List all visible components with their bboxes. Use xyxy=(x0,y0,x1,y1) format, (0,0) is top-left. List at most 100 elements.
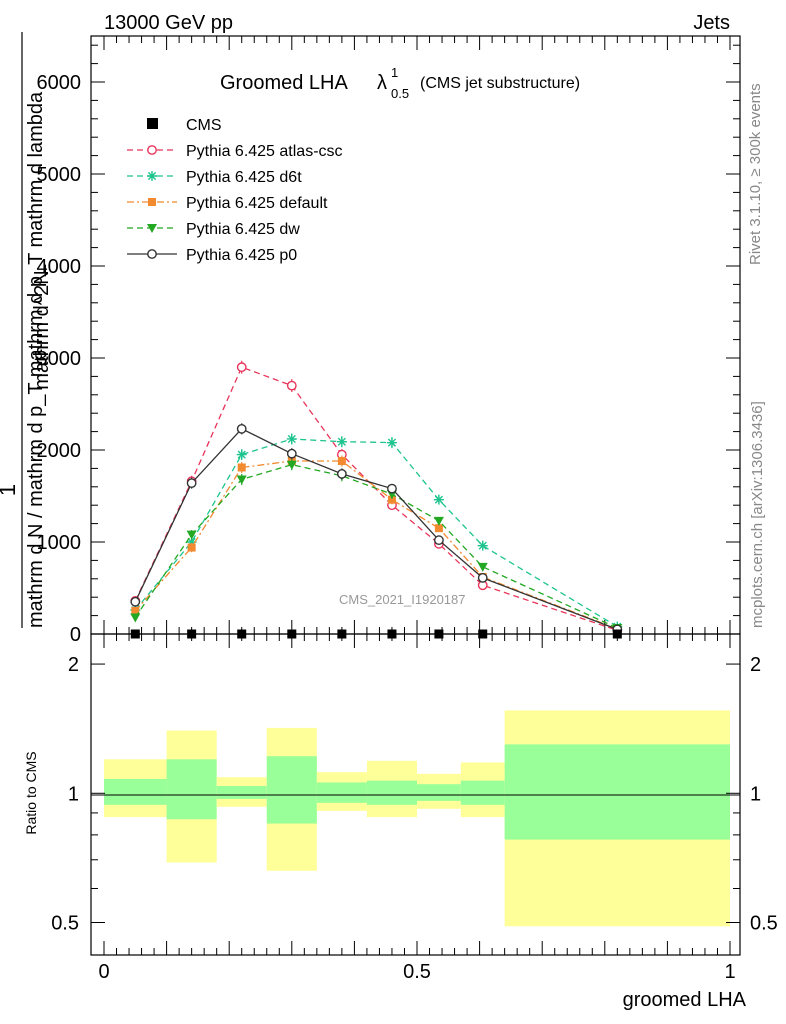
main-y-tick-label: 5000 xyxy=(37,164,82,186)
series-line xyxy=(134,366,618,631)
ratio-bands xyxy=(104,710,730,927)
mcplots-label: mcplots.cern.ch [arXiv:1306.3436] xyxy=(749,401,766,628)
cms-data-point xyxy=(287,629,297,639)
series-point xyxy=(236,449,247,460)
ratio-band-green xyxy=(366,780,417,805)
cms-data-point xyxy=(387,629,397,639)
legend-label: Pythia 6.425 p0 xyxy=(186,247,297,264)
ratio-y-tick-label-left: 0.5 xyxy=(51,912,79,934)
ratio-band-green xyxy=(504,744,730,840)
series-point xyxy=(286,380,297,391)
legend-label: Pythia 6.425 atlas-csc xyxy=(186,143,343,160)
title-subscript: 0.5 xyxy=(391,86,409,101)
ratio-band-green xyxy=(166,759,217,820)
series-lines xyxy=(130,360,623,636)
series-point xyxy=(434,524,443,533)
series-point xyxy=(336,436,347,447)
rivet-label: Rivet 3.1.10, ≥ 300k events xyxy=(747,83,764,265)
series-point xyxy=(237,463,246,472)
title-main: Groomed LHA xyxy=(220,72,348,94)
legend-label: Pythia 6.425 d6t xyxy=(186,169,302,186)
legend-marker xyxy=(148,198,156,206)
cms-points xyxy=(130,629,622,639)
cms-data-point xyxy=(434,629,444,639)
header-left-label: 13000 GeV pp xyxy=(104,12,233,34)
ratio-y-axis-label: Ratio to CMS xyxy=(23,751,39,834)
ratio-band-green xyxy=(104,778,167,805)
ratio-band-green xyxy=(460,780,505,805)
title-lambda: λ xyxy=(377,72,387,94)
series-point xyxy=(433,516,444,526)
ratio-band-green xyxy=(316,782,367,803)
ratio-y-tick-label-right: 2 xyxy=(750,654,761,676)
cms-data-point xyxy=(237,629,247,639)
axis-ticks: 0 1000 2000 3000 4000 5000 6000 0 0.5 1 0.5 1 2 0.5 1 2 xyxy=(37,36,778,983)
series-point xyxy=(387,483,397,494)
series-point xyxy=(236,423,247,434)
legend-label: Pythia 6.425 dw xyxy=(186,221,300,238)
ratio-y-tick-label-right: 0.5 xyxy=(750,912,778,934)
series-point xyxy=(477,572,488,583)
series-point xyxy=(386,437,397,448)
main-y-tick-label: 3000 xyxy=(37,348,82,370)
x-tick-label: 1 xyxy=(724,961,735,983)
series-point xyxy=(186,537,197,547)
ylabel-one: 1 xyxy=(0,484,20,496)
series-point xyxy=(387,495,396,504)
ylabel-top: mathrm d^2N xyxy=(31,270,53,389)
ratio-y-tick-label-left: 1 xyxy=(68,783,79,805)
main-y-axis-label: 1 mathrm d^2N mathrm d N / mathrm d p_T … xyxy=(0,32,53,628)
cms-data-point xyxy=(337,629,347,639)
series-line xyxy=(134,460,618,630)
series-point xyxy=(130,596,141,607)
x-axis-label: groomed LHA xyxy=(623,989,747,1011)
series-point xyxy=(433,494,444,505)
legend-marker xyxy=(147,249,157,259)
ratio-y-tick-label-right: 1 xyxy=(750,783,761,805)
main-y-tick-label: 4000 xyxy=(37,256,82,278)
series-line xyxy=(134,464,618,629)
title-superscript: 1 xyxy=(391,65,398,80)
series-point xyxy=(336,469,347,479)
title-note: (CMS jet substructure) xyxy=(420,75,580,92)
series-point xyxy=(236,475,247,485)
main-y-tick-label: 6000 xyxy=(37,72,82,94)
series-point xyxy=(286,460,297,470)
series-point xyxy=(236,362,247,373)
legend-marker xyxy=(147,171,157,181)
main-y-tick-label: 1000 xyxy=(37,532,82,554)
series-point xyxy=(130,613,141,623)
analysis-label: CMS_2021_I1920187 xyxy=(339,592,466,607)
ratio-band-green xyxy=(417,784,461,801)
ylabel-bottom: mathrm d N / mathrm d p_T mathrm d p_T m… xyxy=(25,91,47,628)
header-right-label: Jets xyxy=(693,12,730,34)
chart-title: Groomed LHA λ 1 0.5 (CMS jet substructur… xyxy=(220,65,580,101)
ratio-y-tick-label-left: 2 xyxy=(68,654,79,676)
cms-data-point xyxy=(187,629,197,639)
x-tick-label: 0.5 xyxy=(403,961,431,983)
cms-data-point xyxy=(612,629,622,639)
legend-cms-label: CMS xyxy=(186,117,222,134)
series-point xyxy=(131,607,140,615)
series-point xyxy=(186,478,197,489)
ratio-band-green xyxy=(266,756,317,824)
main-y-tick-label: 0 xyxy=(70,624,81,646)
series-point xyxy=(337,457,346,466)
legend: CMS Pythia 6.425 atlas-csc Pythia 6.425 d… xyxy=(127,117,343,264)
series-point xyxy=(477,562,488,572)
series-point xyxy=(434,535,444,546)
series-point xyxy=(286,433,297,444)
series-point xyxy=(187,543,196,552)
cms-data-point xyxy=(478,629,488,639)
legend-marker xyxy=(147,224,157,233)
x-tick-label: 0 xyxy=(98,961,109,983)
legend-label: Pythia 6.425 default xyxy=(186,195,328,212)
legend-cms-marker xyxy=(147,118,158,129)
main-y-tick-label: 2000 xyxy=(37,440,82,462)
ratio-band-green xyxy=(216,785,267,799)
legend-marker xyxy=(147,145,157,155)
cms-data-point xyxy=(130,629,140,639)
series-point xyxy=(286,448,297,459)
series-point xyxy=(477,540,488,551)
